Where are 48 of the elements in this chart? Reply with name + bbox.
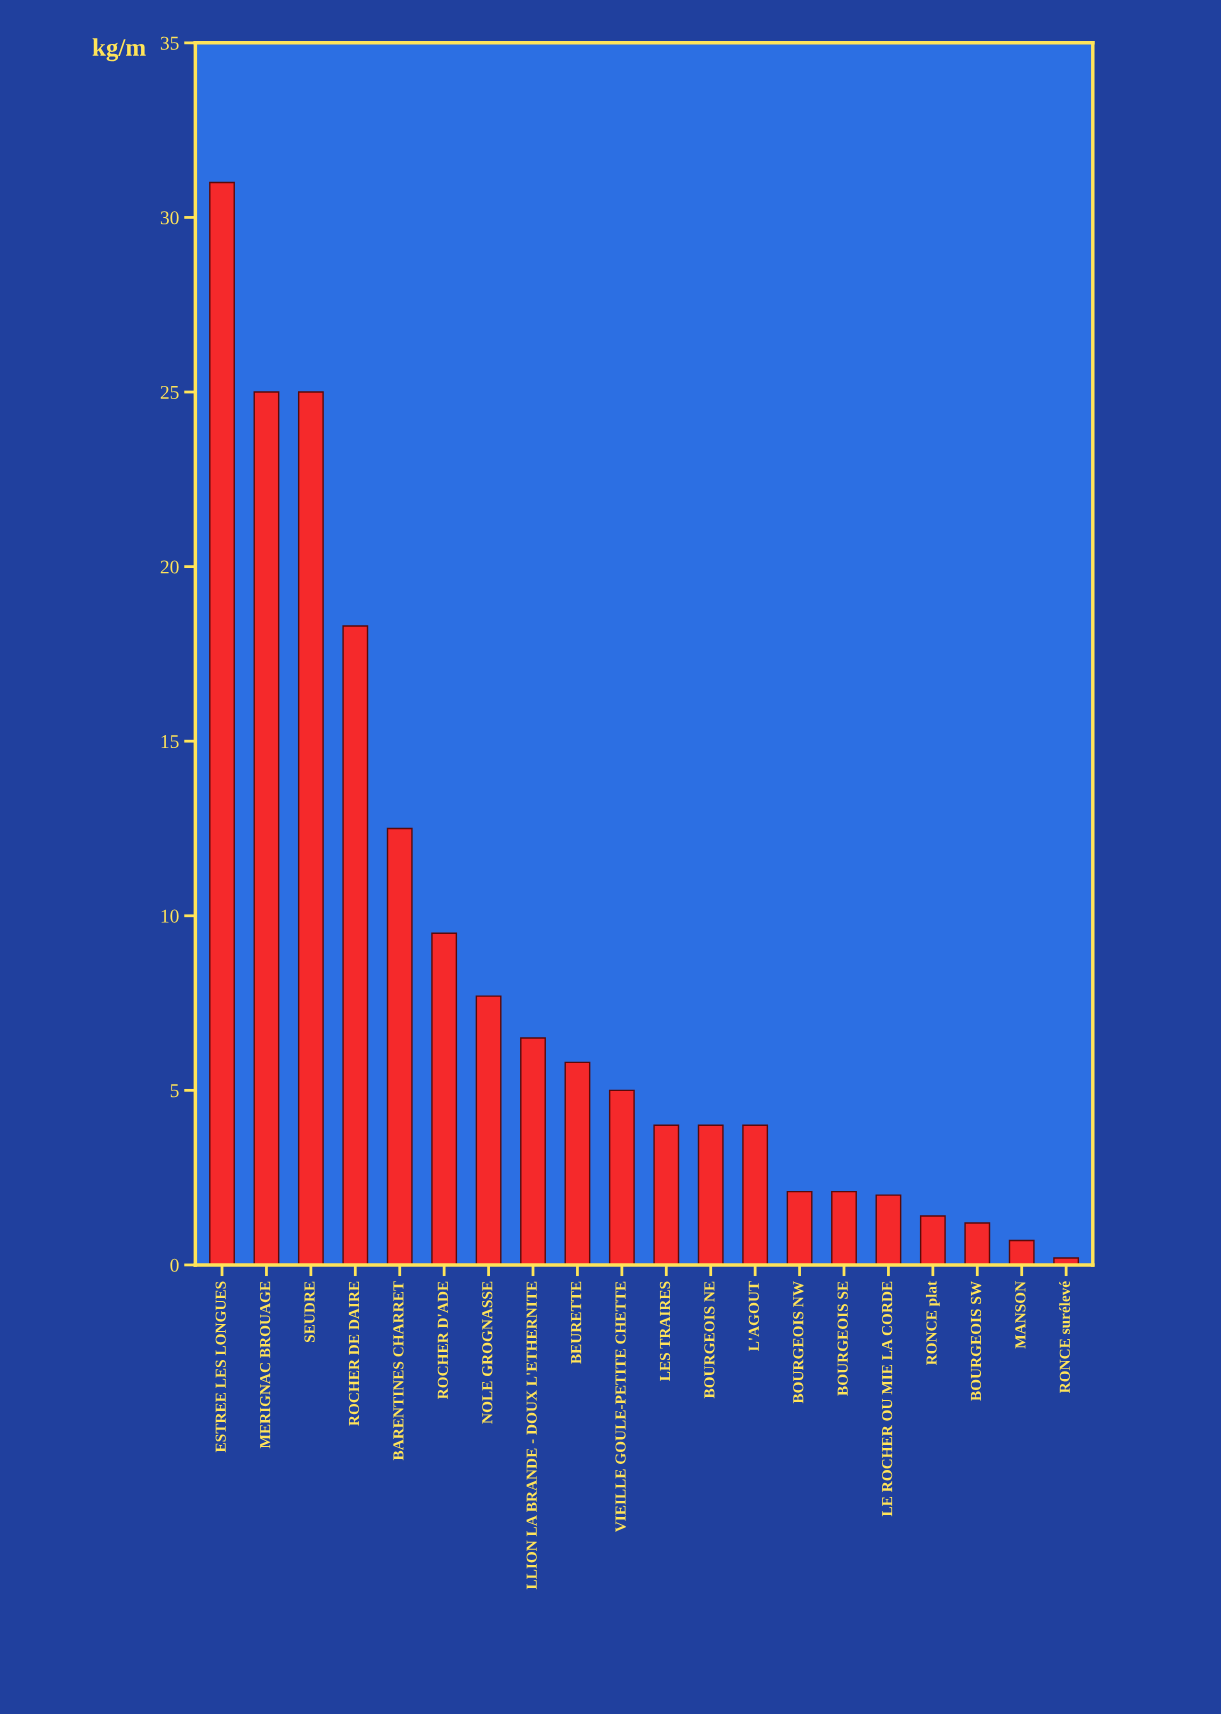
x-tick-label: L'AGOUT: [748, 1281, 759, 1352]
bar: [520, 1037, 546, 1265]
bar: [297, 391, 324, 1265]
x-tick-label: NOLE GROGNASSE: [482, 1281, 493, 1424]
x-tick-label: ESTREE LES LONGUES: [215, 1281, 226, 1453]
bar: [697, 1124, 724, 1265]
x-tick-label: LLION LA BRANDE - DOUX L'ETHERNITE: [526, 1281, 537, 1590]
x-tick-label: BOURGEOIS NW: [793, 1281, 804, 1404]
x-tick-label: RONCE surélevé: [1059, 1281, 1070, 1394]
x-tick-label: ROCHER D'ADE: [437, 1281, 448, 1400]
y-tick-label: 20: [160, 560, 179, 574]
bar: [964, 1222, 991, 1265]
bar: [919, 1215, 946, 1265]
y-tick-label: 35: [160, 36, 179, 50]
y-tick-label: 30: [160, 211, 179, 225]
x-tick-label: ROCHER DE DAIRE: [348, 1281, 360, 1426]
bar: [386, 827, 413, 1265]
x-tick-label: LE ROCHER OU MIE LA CORDE: [881, 1281, 893, 1517]
x-tick-label: BEURETTE: [571, 1281, 582, 1364]
bar: [608, 1089, 635, 1265]
bar: [431, 932, 458, 1265]
bar: [831, 1190, 857, 1265]
x-tick-label: BARENTINES CHARRET: [393, 1281, 404, 1461]
x-tick-label: MERIGNAC BROUAGE: [260, 1281, 271, 1449]
x-tick-label: LES TRAIRES: [659, 1281, 671, 1381]
bar: [786, 1190, 813, 1265]
x-tick-label: SEUDRE: [304, 1281, 315, 1343]
x-tick-label: VIEILLE GOULE-PETITE CHETTE: [615, 1281, 626, 1533]
x-tick-label: RONCE plat: [925, 1280, 940, 1366]
x-tick-label: MANSON: [1015, 1281, 1026, 1349]
bar: [342, 625, 369, 1265]
y-tick-label: 25: [160, 385, 179, 399]
y-tick-label: 15: [161, 735, 179, 749]
bar: [475, 995, 502, 1265]
bar: [742, 1124, 769, 1265]
x-tick-label: BOURGEOIS NE: [704, 1281, 715, 1399]
y-axis-title: kg/m: [92, 38, 146, 62]
y-tick-label: 10: [161, 909, 179, 923]
y-tick-label: 0: [170, 1258, 179, 1272]
bar: [653, 1124, 680, 1265]
bar: [253, 391, 280, 1265]
x-tick-label: BOURGEOIS SW: [970, 1281, 982, 1401]
y-tick-label: 5: [170, 1084, 179, 1098]
bar: [209, 181, 235, 1265]
bar: [1008, 1239, 1035, 1265]
x-tick-label: BOURGEOIS SE: [837, 1281, 848, 1396]
bar: [564, 1061, 591, 1265]
bar: [875, 1194, 902, 1265]
